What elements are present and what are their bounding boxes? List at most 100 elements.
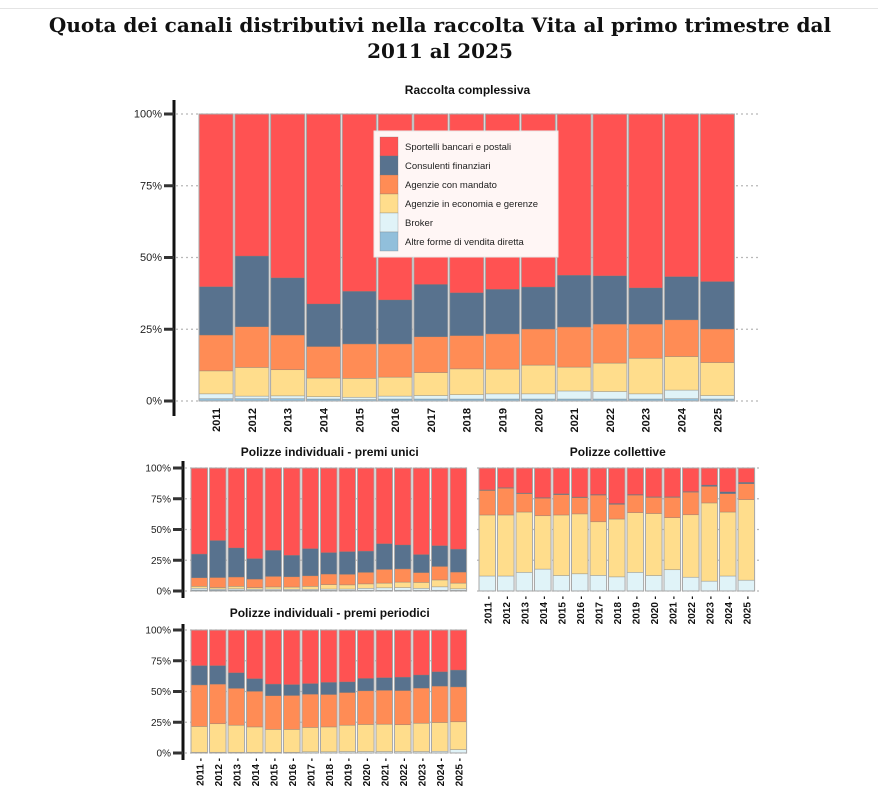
bar-agenzie-in-economia-e-gerenze-2021 <box>556 366 592 392</box>
panel-polizze-collettive: Polizze collettive 2011 - 2012 - 2013 - 2014… <box>477 445 760 624</box>
bar-broker-2022 <box>682 576 700 592</box>
bar-consulenti-finanziari-2012 <box>209 665 227 685</box>
bar-broker-2021 <box>663 569 681 592</box>
bar-broker-2016 <box>377 395 413 400</box>
panel-title: Polizze individuali - premi unici <box>241 445 419 459</box>
bar-sportelli-bancari-e-postali-2016 <box>283 629 301 685</box>
x-tick-label: 2016 - <box>576 596 587 624</box>
bar-broker-2024 <box>719 575 737 592</box>
bar-consulenti-finanziari-2017 <box>301 548 319 577</box>
bar-frame <box>198 113 234 402</box>
bar-agenzie-in-economia-e-gerenze-2023 <box>628 357 664 395</box>
bar-broker-2025 <box>449 749 467 754</box>
bar-agenzie-con-mandato-2015 <box>264 576 282 588</box>
bar-sportelli-bancari-e-postali-2022 <box>394 467 412 546</box>
bar-frame <box>357 629 375 754</box>
legend-swatch-broker <box>379 212 399 233</box>
legend-swatch-agenzie-in-economia-e-gerenze <box>379 193 399 214</box>
bar-sportelli-bancari-e-postali-2011 <box>198 113 234 288</box>
bar-agenzie-con-mandato-2022 <box>682 491 700 516</box>
legend: Sportelli bancari e postali Consulenti fi… <box>373 130 559 258</box>
y-tick-label: 25% <box>151 718 171 729</box>
y-tick-label: 75% <box>140 180 162 192</box>
bar-agenzie-in-economia-e-gerenze-2013 <box>227 724 245 753</box>
bar-agenzie-con-mandato-2022 <box>592 323 628 364</box>
bar-frame <box>589 467 608 592</box>
bar-agenzie-con-mandato-2023 <box>412 572 430 583</box>
x-tick-label: 2022 - <box>687 596 698 624</box>
bar-agenzie-in-economia-e-gerenze-2025 <box>449 582 467 590</box>
bar-agenzie-con-mandato-2024 <box>431 685 449 723</box>
bar-frame <box>449 467 468 592</box>
bar-broker-2016 <box>571 573 589 592</box>
bar-consulenti-finanziari-2014 <box>306 303 341 347</box>
bar-sportelli-bancari-e-postali-2024 <box>664 113 699 278</box>
panel-title: Raccolta complessiva <box>405 83 531 97</box>
bar-consulenti-finanziari-2023 <box>628 287 664 325</box>
bar-frame <box>699 113 735 402</box>
page-title: Quota dei canali distributivi nella racc… <box>48 13 832 63</box>
x-tick-label: 2022 - <box>399 758 410 786</box>
bar-consulenti-finanziari-2014 <box>246 678 264 692</box>
bar-agenzie-in-economia-e-gerenze-2012 <box>497 514 515 577</box>
legend-label-consulenti-finanziari: Consulenti finanziari <box>405 161 491 172</box>
bar-agenzie-con-mandato-2019 <box>338 692 356 726</box>
panel-title: Polizze collettive <box>570 445 666 459</box>
bar-consulenti-finanziari-2016 <box>283 555 301 578</box>
bar-agenzie-in-economia-e-gerenze-2016 <box>283 586 301 590</box>
bar-sportelli-bancari-e-postali-2022 <box>682 467 700 492</box>
legend-label-agenzie-in-economia-e-gerenze: Agenzie in economia e gerenze <box>405 199 538 210</box>
bar-frame <box>534 467 552 592</box>
bar-sportelli-bancari-e-postali-2018 <box>320 467 338 553</box>
bar-sportelli-bancari-e-postali-2023 <box>412 629 430 676</box>
bar-sportelli-bancari-e-postali-2021 <box>375 467 393 545</box>
bar-agenzie-con-mandato-2011 <box>190 577 208 587</box>
bar-agenzie-con-mandato-2024 <box>431 566 449 581</box>
bar-consulenti-finanziari-2024 <box>664 276 699 321</box>
bar-frame <box>320 467 338 592</box>
bar-agenzie-con-mandato-2011 <box>198 334 234 372</box>
bar-agenzie-in-economia-e-gerenze-2017 <box>301 727 319 753</box>
bar-sportelli-bancari-e-postali-2017 <box>589 467 607 495</box>
legend-swatch-altre-forme-di-vendita-diretta <box>379 231 399 252</box>
bar-consulenti-finanziari-2016 <box>377 299 413 345</box>
x-tick-label: 2014 <box>319 407 331 432</box>
bar-consulenti-finanziari-2022 <box>394 544 412 570</box>
bar-agenzie-in-economia-e-gerenze-2018 <box>608 518 626 578</box>
bar-consulenti-finanziari-2025 <box>449 669 467 688</box>
bar-agenzie-con-mandato-2017 <box>413 336 449 373</box>
bar-broker-2013 <box>270 395 306 400</box>
y-tick-label: 25% <box>140 324 162 336</box>
bar-frame <box>357 467 375 592</box>
bar-sportelli-bancari-e-postali-2011 <box>478 467 496 491</box>
bar-agenzie-in-economia-e-gerenze-2023 <box>412 722 430 752</box>
bar-frame <box>497 467 515 592</box>
bar-frame <box>592 113 628 402</box>
bar-broker-2020 <box>645 575 663 592</box>
bar-agenzie-in-economia-e-gerenze-2020 <box>645 513 663 576</box>
bar-agenzie-in-economia-e-gerenze-2013 <box>270 369 306 397</box>
x-tick-label: 2015 <box>354 408 366 432</box>
bar-sportelli-bancari-e-postali-2013 <box>270 113 306 279</box>
bar-frame <box>283 629 301 754</box>
x-tick-label: 2020 <box>533 408 545 432</box>
bar-consulenti-finanziari-2024 <box>431 671 449 687</box>
bar-agenzie-con-mandato-2021 <box>375 689 393 725</box>
bar-agenzie-con-mandato-2015 <box>264 695 282 730</box>
bar-frame <box>209 467 227 592</box>
bar-agenzie-in-economia-e-gerenze-2017 <box>301 586 319 590</box>
bar-sportelli-bancari-e-postali-2025 <box>449 467 467 550</box>
bar-frame <box>227 629 246 754</box>
bar-frame <box>270 113 306 402</box>
bar-frame <box>301 467 320 592</box>
bar-frame <box>234 113 270 402</box>
bar-sportelli-bancari-e-postali-2013 <box>227 467 245 549</box>
x-tick-label: 2011 <box>211 408 223 432</box>
x-tick-label: 2011 - <box>195 758 206 786</box>
bar-agenzie-con-mandato-2014 <box>534 497 552 517</box>
bar-agenzie-in-economia-e-gerenze-2025 <box>699 362 735 396</box>
bar-frame <box>375 629 394 754</box>
bar-broker-2018 <box>608 576 626 592</box>
bar-agenzie-in-economia-e-gerenze-2018 <box>449 368 485 395</box>
y-tick-label: 0% <box>146 396 162 408</box>
